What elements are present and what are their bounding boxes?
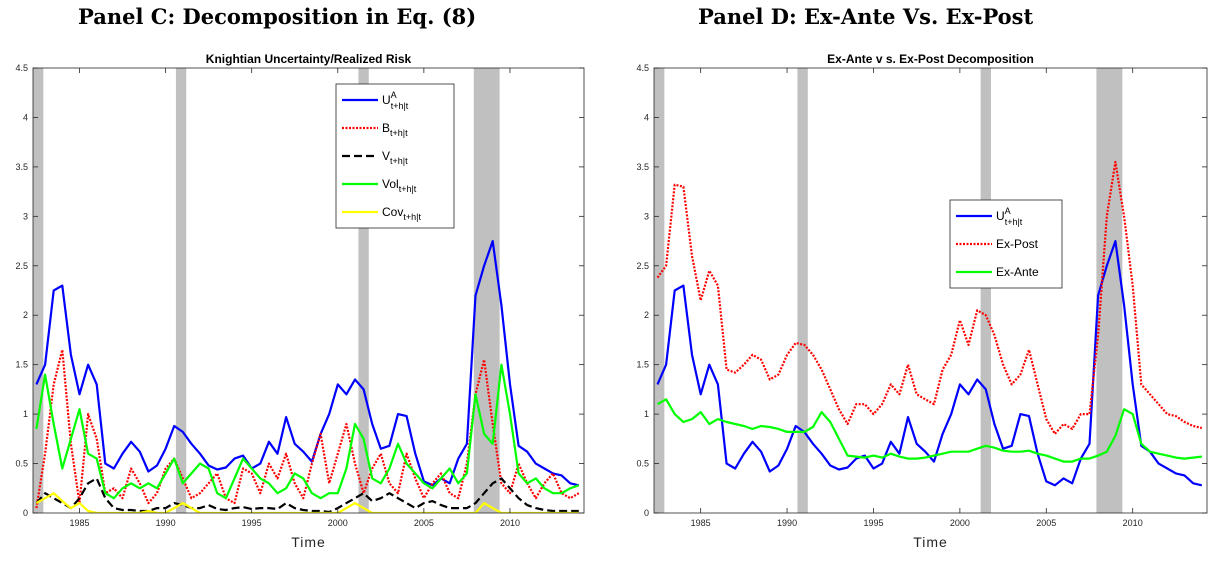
x-tick-label: 1985 [691, 518, 711, 528]
axes-frame [32, 67, 585, 514]
plot-area [654, 68, 1207, 513]
x-tick-label: 1990 [777, 518, 797, 528]
x-tick-label: 1985 [69, 518, 89, 528]
y-tick-label: 3 [23, 211, 28, 221]
legend-label-1: Ex-Post [996, 237, 1039, 251]
legend: UA t+h|t Bt+h|t Vt+h|t Volt+h|t Covt+h|t [335, 83, 455, 229]
chart-title: Ex-Ante v s. Ex-Post Decomposition [827, 52, 1034, 66]
x-tick-label: 1995 [863, 518, 883, 528]
recession-band [654, 68, 665, 513]
y-tick-label: 3.5 [15, 162, 28, 172]
y-tick-label: 1 [23, 409, 28, 419]
y-tick-label: 1.5 [636, 360, 649, 370]
y-tick-label: 0 [23, 508, 28, 518]
y-tick-label: 2 [23, 310, 28, 320]
y-tick-label: 2.5 [636, 261, 649, 271]
x-tick-label: 2000 [328, 518, 348, 528]
y-tick-label: 0.5 [15, 459, 28, 469]
legend-label-4: Covt+h|t [382, 205, 421, 222]
axes-frame [653, 67, 1208, 514]
chart-0: 0 0.5 1 1.5 2 2.5 3 3.5 4 4.5 1985 1990 1995 2000 2005… [15, 52, 585, 550]
recession-band [175, 68, 187, 513]
y-tick-label: 2.5 [15, 261, 28, 271]
y-tick-label: 1 [644, 409, 649, 419]
legend: UA t+h|t Ex-Post Ex-Ante [949, 199, 1063, 289]
x-axis-label: Time [291, 534, 326, 550]
recession-band [797, 68, 808, 513]
y-tick-label: 1.5 [15, 360, 28, 370]
legend-label-2: Vt+h|t [382, 149, 408, 166]
series-line-1 [656, 160, 1203, 435]
recession-band [980, 68, 991, 513]
chart-1: 0 0.5 1 1.5 2 2.5 3 3.5 4 4.5 1985 1990 1995 2000 2005… [636, 52, 1208, 550]
recession-band [473, 68, 500, 513]
series-line-4 [35, 492, 579, 513]
recession-band [33, 68, 44, 513]
legend-label-3: Volt+h|t [382, 177, 417, 194]
legend-label-0: UA t+h|t [996, 206, 1023, 227]
y-tick-label: 0 [644, 508, 649, 518]
legend-label-1: Bt+h|t [382, 121, 408, 138]
series-line-2 [35, 477, 579, 513]
series-group [35, 240, 580, 513]
x-tick-label: 2000 [950, 518, 970, 528]
series-line-2 [656, 398, 1202, 463]
x-tick-label: 2005 [1036, 518, 1056, 528]
x-tick-label: 2010 [1123, 518, 1143, 528]
y-tick-label: 3 [644, 211, 649, 221]
series-line-1 [35, 348, 580, 509]
plot-area [33, 68, 584, 513]
x-axis-label: Time [913, 534, 948, 550]
x-tick-label: 1990 [156, 518, 176, 528]
y-tick-label: 4.5 [636, 63, 649, 73]
panel-c-title: Panel C: Decomposition in Eq. (8) [78, 4, 477, 29]
legend-label-0: UA t+h|t [382, 90, 409, 111]
panel-d-title: Panel D: Ex-Ante Vs. Ex-Post [698, 4, 1034, 29]
x-tick-label: 1995 [242, 518, 262, 528]
y-tick-label: 0.5 [636, 459, 649, 469]
y-tick-label: 4 [23, 112, 28, 122]
legend-box [949, 199, 1063, 289]
series-line-3 [35, 363, 580, 500]
y-tick-label: 3.5 [636, 162, 649, 172]
recession-band [358, 68, 369, 513]
y-tick-label: 4.5 [15, 63, 28, 73]
series-group [656, 160, 1203, 487]
x-tick-label: 2005 [414, 518, 434, 528]
legend-label-2: Ex-Ante [996, 265, 1039, 279]
y-tick-label: 4 [644, 112, 649, 122]
y-tick-label: 2 [644, 310, 649, 320]
x-tick-label: 2010 [500, 518, 520, 528]
chart-title: Knightian Uncertainty/Realized Risk [206, 52, 412, 66]
series-line-0 [35, 240, 580, 487]
